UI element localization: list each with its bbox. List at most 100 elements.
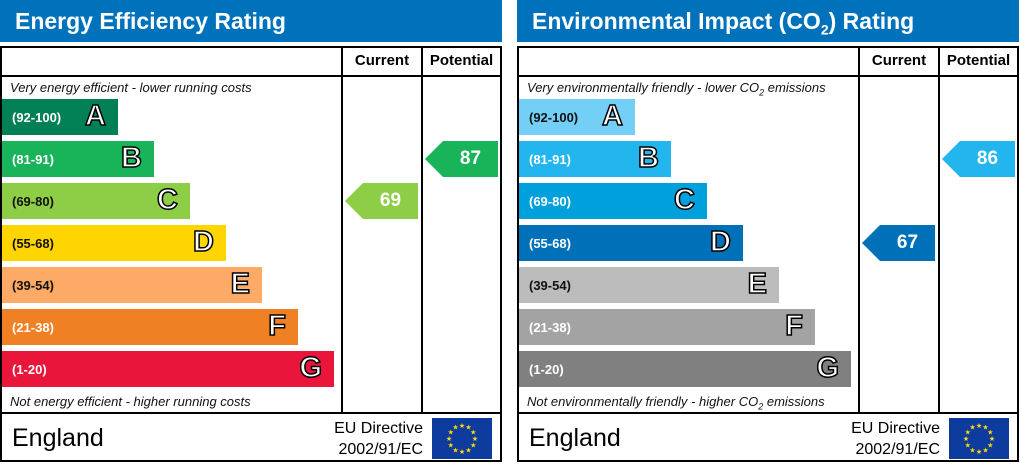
svg-text:★: ★ <box>448 442 454 450</box>
band-range: (92-100) <box>12 110 62 125</box>
svg-text:★: ★ <box>965 442 971 450</box>
band-letter: C <box>156 183 178 217</box>
band-range: (21-38) <box>529 320 571 335</box>
panel-title: Energy Efficiency Rating <box>0 0 502 42</box>
band-letter: E <box>747 267 768 301</box>
svg-text:★: ★ <box>452 424 458 432</box>
rating-table <box>0 46 502 462</box>
eu-flag-icon: ★ ★ ★ ★ ★ ★ ★ ★ ★ ★ ★ ★ <box>432 418 492 459</box>
svg-text:★: ★ <box>969 424 975 432</box>
svg-text:★: ★ <box>976 448 982 456</box>
band-range: (69-80) <box>12 194 54 209</box>
band-a: (92-100) A <box>2 99 118 135</box>
band-letter: G <box>816 351 840 385</box>
band-b: (81-91) B <box>519 141 671 177</box>
band-letter: G <box>299 351 323 385</box>
bottom-note: Not environmentally friendly - higher CO… <box>527 394 825 412</box>
bottom-note: Not energy efficient - higher running co… <box>10 394 251 409</box>
rating-table <box>517 46 1019 462</box>
band-range: (21-38) <box>12 320 54 335</box>
divider <box>341 46 343 413</box>
svg-text:★: ★ <box>989 435 995 443</box>
band-range: (92-100) <box>529 110 579 125</box>
svg-text:★: ★ <box>446 435 452 443</box>
band-f: (21-38) F <box>2 309 298 345</box>
current-rating-value: 69 <box>379 190 402 211</box>
svg-text:★: ★ <box>982 424 988 432</box>
current-column-header: Current <box>354 52 410 69</box>
band-b: (81-91) B <box>2 141 154 177</box>
band-range: (81-91) <box>529 152 571 167</box>
svg-text:★: ★ <box>976 422 982 430</box>
top-note: Very environmentally friendly - lower CO… <box>527 80 826 98</box>
svg-text:★: ★ <box>459 448 465 456</box>
band-letter: C <box>673 183 695 217</box>
band-range: (81-91) <box>12 152 54 167</box>
svg-text:★: ★ <box>465 446 471 454</box>
top-note: Very energy efficient - lower running co… <box>10 80 252 95</box>
svg-text:★: ★ <box>459 422 465 430</box>
svg-text:★: ★ <box>982 446 988 454</box>
current-rating-value: 67 <box>896 232 919 253</box>
svg-text:★: ★ <box>448 429 454 437</box>
band-d: (55-68) D <box>519 225 743 261</box>
divider <box>858 46 860 413</box>
band-range: (55-68) <box>12 236 54 251</box>
band-d: (55-68) D <box>2 225 226 261</box>
svg-text:★: ★ <box>969 446 975 454</box>
country-label: England <box>529 424 621 452</box>
svg-text:★: ★ <box>470 429 476 437</box>
eu-directive: EU Directive 2002/91/EC <box>334 420 423 458</box>
potential-column-header: Potential <box>429 52 494 69</box>
band-c: (69-80) C <box>2 183 190 219</box>
band-range: (1-20) <box>529 362 564 377</box>
svg-text:★: ★ <box>470 442 476 450</box>
divider <box>517 412 1019 414</box>
band-letter: D <box>709 225 731 259</box>
band-e: (39-54) E <box>519 267 779 303</box>
eu-flag-icon: ★ ★ ★ ★ ★ ★ ★ ★ ★ ★ ★ ★ <box>949 418 1009 459</box>
svg-text:★: ★ <box>987 429 993 437</box>
environmental-impact-panel: Environmental Impact (CO2) Rating Curren… <box>517 0 1019 464</box>
svg-text:★: ★ <box>465 424 471 432</box>
divider <box>938 46 940 413</box>
current-column-header: Current <box>871 52 927 69</box>
potential-rating-value: 87 <box>459 148 482 169</box>
current-rating-arrow: 69 <box>345 183 418 219</box>
potential-rating-value: 86 <box>976 148 999 169</box>
divider <box>421 46 423 413</box>
band-letter: D <box>192 225 214 259</box>
band-range: (1-20) <box>12 362 47 377</box>
panel-title: Environmental Impact (CO2) Rating <box>517 0 1019 42</box>
band-a: (92-100) A <box>519 99 635 135</box>
band-range: (39-54) <box>529 278 571 293</box>
energy-efficiency-panel: Energy Efficiency Rating Current Potenti… <box>0 0 502 464</box>
country-label: England <box>12 424 104 452</box>
band-e: (39-54) E <box>2 267 262 303</box>
band-range: (39-54) <box>12 278 54 293</box>
svg-text:★: ★ <box>965 429 971 437</box>
band-c: (69-80) C <box>519 183 707 219</box>
svg-text:★: ★ <box>452 446 458 454</box>
band-letter: F <box>268 309 287 343</box>
band-letter: B <box>120 141 142 175</box>
band-letter: A <box>84 99 106 133</box>
divider <box>517 75 1019 77</box>
current-rating-arrow: 67 <box>862 225 935 261</box>
band-letter: B <box>637 141 659 175</box>
divider <box>0 412 502 414</box>
band-g: (1-20) G <box>2 351 334 387</box>
eu-directive: EU Directive 2002/91/EC <box>851 420 940 458</box>
potential-column-header: Potential <box>946 52 1011 69</box>
potential-rating-arrow: 86 <box>942 141 1015 177</box>
svg-text:★: ★ <box>472 435 478 443</box>
band-range: (55-68) <box>529 236 571 251</box>
band-letter: A <box>601 99 623 133</box>
band-f: (21-38) F <box>519 309 815 345</box>
divider <box>0 75 502 77</box>
band-range: (69-80) <box>529 194 571 209</box>
band-g: (1-20) G <box>519 351 851 387</box>
svg-text:★: ★ <box>963 435 969 443</box>
band-letter: F <box>785 309 804 343</box>
svg-text:★: ★ <box>987 442 993 450</box>
